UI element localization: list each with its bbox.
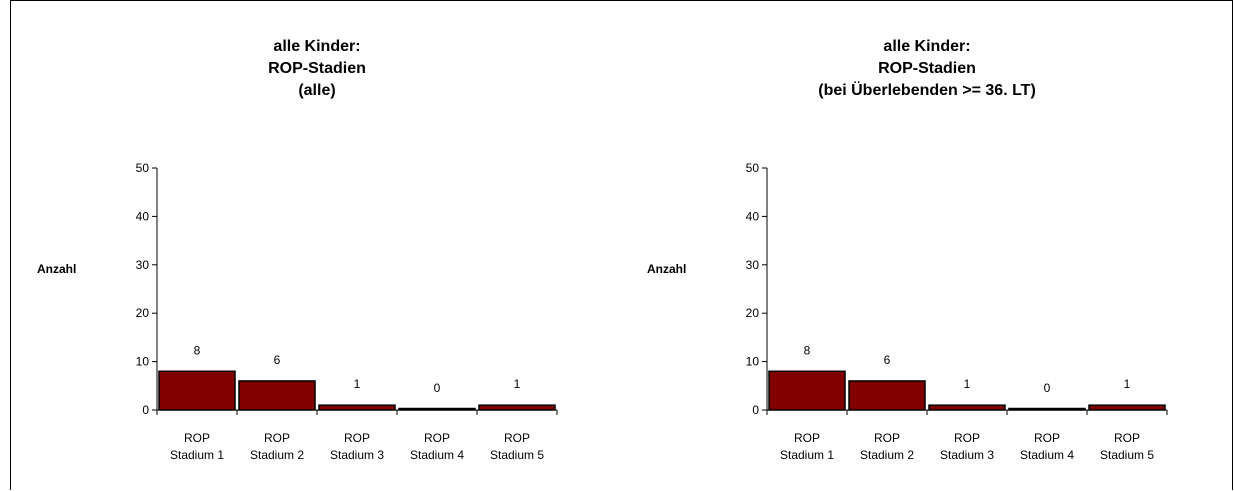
x-tick-label: ROP (264, 431, 290, 445)
chart-title-line-1: alle Kinder: (273, 38, 361, 55)
y-axis-label: Anzahl (647, 262, 687, 276)
bar (398, 407, 476, 411)
y-tick-label: 10 (136, 355, 150, 369)
chart-title-line-3: (alle) (298, 82, 336, 99)
y-tick-label: 40 (136, 209, 150, 223)
x-tick-label: ROP (954, 431, 980, 445)
data-label: 6 (884, 353, 891, 367)
x-tick-label: Stadium 2 (860, 448, 914, 462)
y-tick-label: 40 (746, 209, 760, 223)
chart-title-line-3: (bei Überlebenden >= 36. LT) (818, 82, 1036, 99)
chart-panel-left: alle Kinder: ROP-Stadien (alle) Anzahl 0… (10, 0, 622, 490)
chart-title-line-2: ROP-Stadien (878, 60, 976, 77)
bar (848, 380, 926, 411)
x-tick-label: Stadium 1 (780, 448, 834, 462)
x-tick-label: Stadium 5 (490, 448, 544, 462)
x-tick-label: Stadium 4 (1020, 448, 1074, 462)
bar (158, 370, 236, 411)
y-tick-label: 20 (136, 306, 150, 320)
chart-title: alle Kinder: ROP-Stadien (alle) (11, 36, 623, 102)
x-tick-label: ROP (344, 431, 370, 445)
x-tick-label: Stadium 1 (170, 448, 224, 462)
chart-title-line-2: ROP-Stadien (268, 60, 366, 77)
bar (1088, 404, 1166, 411)
x-tick-label: Stadium 4 (410, 448, 464, 462)
y-tick-label: 50 (136, 161, 150, 175)
x-tick-label: Stadium 2 (250, 448, 304, 462)
bar (478, 404, 556, 411)
chart-title: alle Kinder: ROP-Stadien (bei Überlebend… (621, 36, 1233, 102)
y-tick-label: 30 (136, 258, 150, 272)
x-tick-label: Stadium 3 (330, 448, 384, 462)
bar (1008, 407, 1086, 411)
y-tick-label: 0 (142, 403, 149, 417)
y-tick-label: 20 (746, 306, 760, 320)
x-tick-label: ROP (424, 431, 450, 445)
data-label: 6 (274, 353, 281, 367)
data-label: 1 (354, 377, 361, 391)
x-tick-label: Stadium 5 (1100, 448, 1154, 462)
bar (768, 370, 846, 411)
x-tick-label: ROP (874, 431, 900, 445)
x-tick-label: ROP (1034, 431, 1060, 445)
x-tick-label: ROP (184, 431, 210, 445)
data-label: 0 (1044, 381, 1051, 395)
x-tick-label: Stadium 3 (940, 448, 994, 462)
bar (318, 404, 396, 411)
data-label: 1 (1124, 377, 1131, 391)
chart-panel-right: alle Kinder: ROP-Stadien (bei Überlebend… (621, 0, 1233, 490)
y-axis-label: Anzahl (37, 262, 77, 276)
data-label: 8 (804, 343, 811, 357)
data-label: 8 (194, 343, 201, 357)
x-tick-label: ROP (794, 431, 820, 445)
y-tick-label: 0 (752, 403, 759, 417)
bar (928, 404, 1006, 411)
x-tick-label: ROP (504, 431, 530, 445)
data-label: 0 (434, 381, 441, 395)
chart-title-line-1: alle Kinder: (883, 38, 971, 55)
bar (238, 380, 316, 411)
data-label: 1 (964, 377, 971, 391)
y-tick-label: 50 (746, 161, 760, 175)
x-tick-label: ROP (1114, 431, 1140, 445)
y-tick-label: 30 (746, 258, 760, 272)
y-tick-label: 10 (746, 355, 760, 369)
data-label: 1 (514, 377, 521, 391)
